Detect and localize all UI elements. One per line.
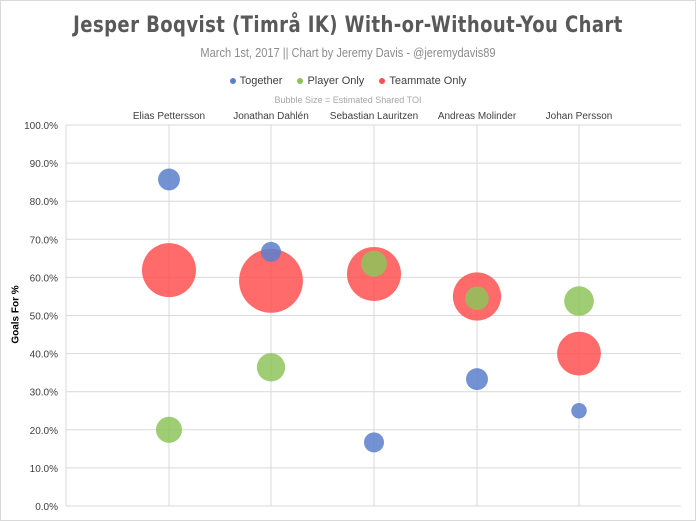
chart-title: Jesper Boqvist (Timrå IK) With-or-Withou… [73, 13, 623, 38]
legend-dot-icon [379, 78, 386, 85]
legend-teammate-only: Teammate Only [379, 75, 466, 87]
legend: Together Player Only Teammate Only [1, 75, 695, 87]
bubble-player-only [155, 416, 183, 443]
category-label: Elias Pettersson [133, 111, 205, 122]
bubble-together [158, 168, 180, 191]
bubble-together [364, 432, 384, 453]
bubble-together [571, 403, 587, 419]
bubble-player-only [465, 286, 489, 311]
y-tick-label: 50.0% [30, 312, 58, 323]
bubble-player-only [256, 353, 286, 382]
legend-label: Together [239, 75, 283, 87]
bubble-teammate-only [239, 248, 303, 313]
category-label: Jonathan Dahlén [233, 111, 309, 122]
bubble-together [261, 241, 281, 262]
bubble-teammate-only [557, 331, 601, 376]
legend-label: Player Only [307, 75, 365, 87]
legend-label: Teammate Only [389, 75, 467, 87]
y-tick-label: 70.0% [30, 235, 58, 246]
legend-dot-icon [229, 78, 236, 85]
y-tick-label: 20.0% [30, 426, 58, 437]
bubble-together [466, 368, 488, 391]
bubble-player-only [360, 250, 388, 277]
chart-subtitle: March 1st, 2017 || Chart by Jeremy Davis… [200, 45, 496, 60]
category-label: Johan Persson [546, 111, 613, 122]
bubble-size-note: Bubble Size = Estimated Shared TOI [274, 95, 422, 105]
legend-player-only: Player Only [297, 75, 364, 87]
y-tick-label: 60.0% [30, 273, 58, 284]
category-label: Andreas Molinder [438, 111, 517, 122]
y-tick-label: 40.0% [30, 350, 58, 361]
y-tick-label: 80.0% [30, 197, 58, 208]
category-label: Sebastian Lauritzen [330, 111, 418, 122]
legend-dot-icon [297, 78, 304, 85]
y-tick-label: 30.0% [30, 388, 58, 399]
y-tick-label: 100.0% [24, 121, 58, 132]
y-tick-label: 90.0% [30, 159, 58, 170]
legend-together: Together [229, 75, 283, 87]
bubble-teammate-only [141, 243, 197, 298]
y-tick-label: 0.0% [35, 502, 58, 513]
y-tick-label: 10.0% [30, 464, 58, 475]
bubble-player-only [564, 286, 594, 316]
